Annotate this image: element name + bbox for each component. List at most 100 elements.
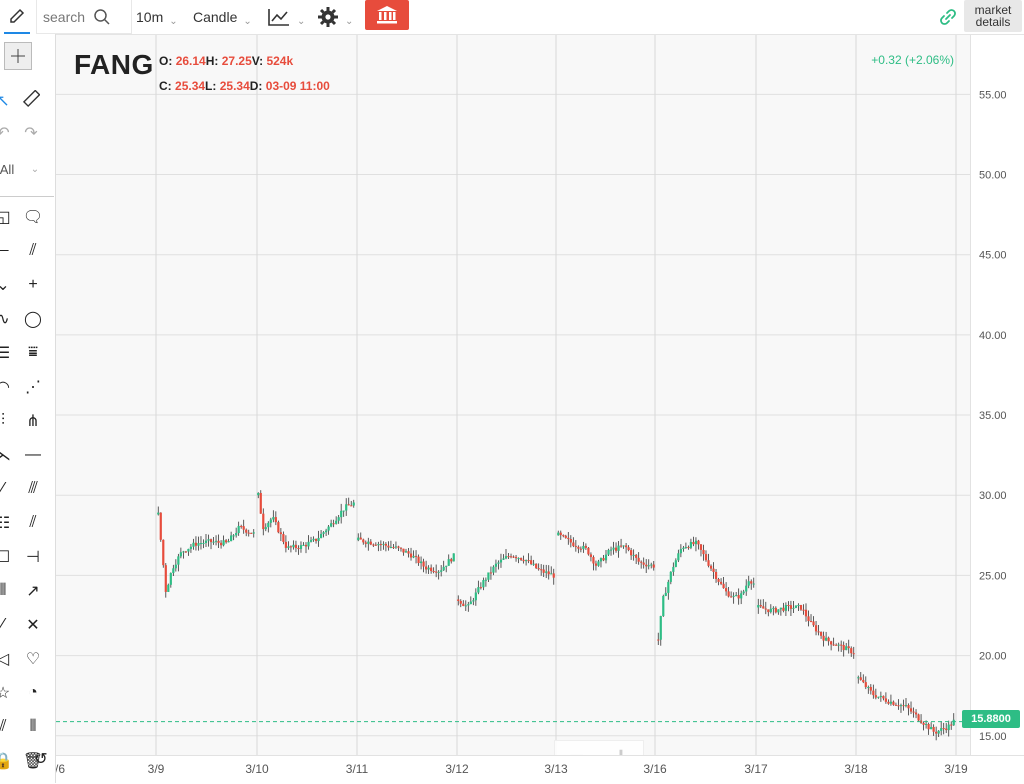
star-tool-icon[interactable]: ☆: [0, 682, 14, 704]
candle-body: [569, 539, 572, 543]
rect-tool-icon[interactable]: ◱: [0, 206, 14, 228]
candle-body: [352, 502, 355, 506]
indicators-button[interactable]: ⌄: [267, 0, 305, 34]
candle-body: [869, 686, 872, 691]
candle-body: [299, 545, 303, 549]
candle-body: [282, 534, 285, 542]
candle-body: [764, 608, 767, 610]
candle-body: [819, 631, 823, 636]
horizontal-line-icon[interactable]: —: [25, 446, 41, 463]
magnet-icon[interactable]: ⫽: [0, 718, 7, 735]
candle-body: [592, 557, 595, 564]
barcode-icon[interactable]: ⦀: [29, 718, 37, 735]
candle-body: [614, 547, 618, 551]
x-tick-label: 3/17: [744, 762, 768, 776]
candle-body: [894, 704, 898, 706]
symbol-label: FANG: [74, 49, 154, 80]
pitchfork-icon[interactable]: ⋔: [26, 413, 40, 430]
candle-body: [237, 525, 240, 534]
x-tick-label: 3/10: [245, 762, 269, 776]
redo-icon[interactable]: ↷: [24, 125, 38, 142]
regression-icon[interactable]: ⫽: [29, 514, 37, 531]
trash-icon[interactable]: 🗑: [22, 753, 44, 770]
candle-body: [157, 512, 160, 515]
fib-arc-icon[interactable]: ◠: [0, 376, 14, 398]
ruler-icon[interactable]: [20, 88, 42, 110]
arrow-tool-icon[interactable]: ↗: [26, 583, 40, 600]
candle-body: [892, 701, 895, 705]
all-drawings-select[interactable]: All: [0, 161, 15, 177]
candle-body: [464, 605, 467, 607]
candle-body: [222, 540, 225, 546]
candle-body: [930, 726, 933, 730]
candle-body: [479, 587, 482, 589]
candle-body: [907, 705, 910, 709]
candle-body: [852, 653, 855, 655]
chart-area[interactable]: FANG O: 26.14H: 27.25V: 524k C: 25.34L: …: [56, 35, 970, 772]
candle-body: [942, 728, 945, 730]
trendline-tool-icon[interactable]: ⫽: [29, 242, 37, 259]
heart-tool-icon[interactable]: ♡: [25, 651, 41, 668]
speedometer-icon[interactable]: ◔: [28, 684, 38, 701]
brush-tool-icon[interactable]: ∕: [1, 616, 5, 633]
fib-extension-icon[interactable]: ⩸: [28, 344, 38, 361]
price-range-icon[interactable]: ⫴: [0, 582, 7, 599]
candle-body: [599, 558, 603, 562]
candle-body: [425, 566, 428, 570]
candle-body: [769, 608, 772, 613]
cross-tool-icon[interactable]: +: [28, 276, 38, 293]
candle-body: [802, 609, 805, 611]
price-axis[interactable]: 55.00 50.00 45.00 40.00 35.00 30.00 25.00 20.00…: [970, 35, 1024, 755]
angle-tool-icon[interactable]: ⋋: [0, 444, 14, 466]
search-input[interactable]: search: [36, 0, 132, 34]
interval-select[interactable]: 10m ⌄: [136, 0, 178, 34]
candle-body: [432, 571, 435, 573]
price-chart[interactable]: [56, 35, 970, 755]
candle-body: [250, 532, 253, 534]
candle-body: [659, 616, 662, 640]
link-icon[interactable]: [940, 0, 956, 34]
candle-body: [419, 561, 423, 564]
candle-body: [840, 644, 843, 646]
curve-tool-icon[interactable]: ∿: [0, 308, 14, 330]
candle-body: [484, 579, 487, 581]
delete-x-icon[interactable]: ✕: [26, 617, 40, 634]
y-tick-label: 55.00: [979, 89, 1007, 101]
box-tool-icon[interactable]: ☐: [0, 546, 14, 568]
ohlc-row-1: O: 26.14H: 27.25V: 524k: [159, 54, 293, 68]
time-axis[interactable]: /6 3/9 3/10 3/11 3/12 3/13 3/16 3/17 3/18 3/19: [56, 755, 1024, 784]
reset-icon[interactable]: ↺: [34, 751, 48, 768]
candle-body: [212, 541, 215, 543]
ellipse-tool-icon[interactable]: ◯: [24, 311, 42, 328]
chart-type-select[interactable]: Candle ⌄: [193, 0, 252, 34]
candle-body: [747, 581, 750, 586]
fib-retracement-icon[interactable]: ☰: [0, 342, 14, 364]
candle-body: [762, 606, 765, 609]
open-value: 26.14: [175, 54, 206, 68]
ray-tool-icon[interactable]: ∕: [1, 480, 5, 497]
undo-icon[interactable]: ↶: [0, 122, 14, 144]
candle-body: [240, 525, 243, 527]
crosshair-tool-icon[interactable]: [4, 42, 32, 70]
candle-body: [252, 532, 255, 534]
settings-button[interactable]: ⌄: [317, 0, 353, 34]
callout-tool-icon[interactable]: 🗨: [22, 209, 44, 226]
gann-box-icon[interactable]: ☷: [0, 512, 14, 534]
cursor-icon[interactable]: ↖: [0, 90, 14, 112]
candle-body: [317, 537, 320, 542]
hline-tool-icon[interactable]: ⊢: [0, 240, 14, 262]
fib-fan-icon[interactable]: ⋰: [25, 379, 41, 396]
play-tool-icon[interactable]: ◁: [0, 648, 14, 670]
candle-body: [704, 554, 708, 561]
lock-icon[interactable]: 🔒: [0, 750, 14, 772]
parallel-channel-icon[interactable]: ⫻: [28, 480, 38, 497]
candle-body: [725, 588, 728, 592]
polyline-tool-icon[interactable]: ⌄: [0, 274, 14, 296]
fib-timezone-icon[interactable]: ⫶: [0, 412, 5, 429]
exchange-button[interactable]: [365, 0, 409, 30]
market-details-button[interactable]: market details: [964, 0, 1022, 32]
candle-body: [687, 547, 690, 549]
pencil-icon[interactable]: [4, 0, 30, 34]
date-range-icon[interactable]: ⊣: [26, 549, 40, 566]
candle-body: [817, 631, 820, 633]
